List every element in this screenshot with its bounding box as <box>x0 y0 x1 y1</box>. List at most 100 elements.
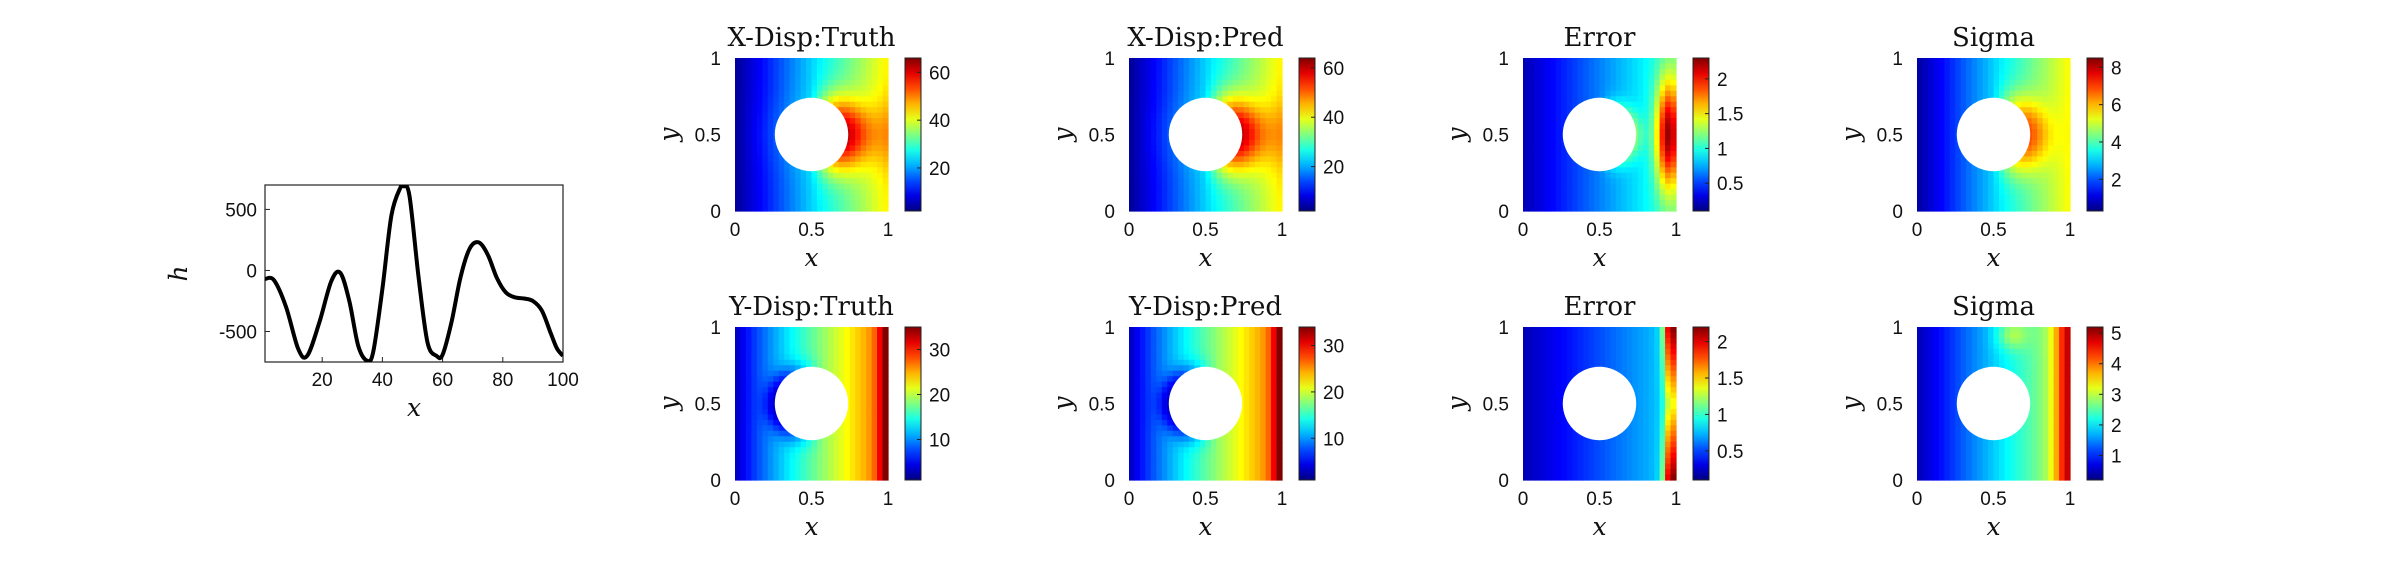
heatmap-cell <box>762 452 769 459</box>
heatmap-cell <box>1561 189 1568 196</box>
heatmap-cell <box>866 85 873 92</box>
heatmap-cell <box>1156 327 1163 334</box>
heatmap-cell <box>1150 134 1157 141</box>
heatmap-cell <box>1604 183 1612 190</box>
heatmap-cell <box>1982 68 1989 75</box>
heatmap-cell <box>1665 58 1672 65</box>
heatmap-cell <box>1550 205 1557 212</box>
heatmap-cell <box>1232 441 1239 448</box>
heatmap-cell <box>1134 172 1141 179</box>
heatmap-cell <box>773 112 780 119</box>
heatmap-cell <box>1271 436 1278 443</box>
x-axis-label: x <box>804 512 818 541</box>
heatmap-cell <box>1566 183 1573 190</box>
heatmap-cell <box>740 68 747 75</box>
heatmap-cell <box>2064 156 2071 163</box>
heatmap-cell <box>806 359 813 366</box>
heatmap-cell <box>762 381 769 388</box>
heatmap-cell <box>1993 74 2000 81</box>
heatmap-cell <box>1955 58 1962 65</box>
heatmap-cell <box>838 167 845 174</box>
heatmap-cell <box>1643 68 1650 75</box>
heatmap-cell <box>1156 474 1163 481</box>
heatmap-cell <box>789 469 796 476</box>
heatmap-cell <box>1615 200 1622 207</box>
heatmap-cell <box>1659 101 1666 108</box>
heatmap-cell <box>1533 398 1540 405</box>
heatmap-cell <box>816 90 824 97</box>
heatmap-cell <box>866 469 873 476</box>
heatmap-cell <box>1172 194 1179 201</box>
heatmap-cell <box>822 463 829 470</box>
heatmap-cell <box>849 463 856 470</box>
heatmap-cell <box>2064 90 2071 97</box>
heatmap-cell <box>1594 183 1601 190</box>
heatmap-cell <box>740 150 747 157</box>
heatmap-cell <box>1134 447 1141 454</box>
heatmap-cell <box>1533 376 1540 383</box>
heatmap-cell <box>1643 79 1650 86</box>
heatmap-cell <box>1150 118 1157 125</box>
heatmap-cell <box>1243 441 1250 448</box>
heatmap-cell <box>855 376 862 383</box>
heatmap-cell <box>1243 452 1250 459</box>
heatmap-cell <box>1626 107 1633 114</box>
heatmap-cell <box>1966 189 1973 196</box>
heatmap-cell <box>882 101 889 108</box>
heatmap-cell <box>767 172 774 179</box>
heatmap-cell <box>751 123 758 130</box>
heatmap-cell <box>1139 463 1146 470</box>
heatmap-cell <box>1172 359 1179 366</box>
heatmap-cell <box>1265 118 1272 125</box>
heatmap-cell <box>1249 414 1256 421</box>
heatmap-cell <box>1993 194 2000 201</box>
heatmap-cell <box>1528 150 1535 157</box>
heatmap-cell <box>778 343 785 350</box>
heatmap-cell <box>1200 337 1207 344</box>
heatmap-cell <box>1172 107 1179 114</box>
heatmap-cell <box>1238 96 1245 103</box>
heatmap-cell <box>882 348 889 355</box>
heatmap-cell <box>735 452 742 459</box>
heatmap-cell <box>1938 129 1945 136</box>
heatmap-cell <box>871 58 878 65</box>
heatmap-cell <box>838 189 845 196</box>
heatmap-cell <box>844 107 851 114</box>
heatmap-cell <box>767 58 774 65</box>
heatmap-cell <box>833 200 840 207</box>
heatmap-cell <box>1637 68 1644 75</box>
heatmap-cell <box>740 354 747 361</box>
heatmap-cell <box>1145 58 1152 65</box>
heatmap-cell <box>1238 172 1245 179</box>
heatmap-cell <box>795 96 802 103</box>
heatmap-cell <box>1134 96 1141 103</box>
heatmap-cell <box>2053 74 2060 81</box>
heatmap-cell <box>1194 469 1201 476</box>
heatmap-cell <box>2020 58 2027 65</box>
heatmap-cell <box>1200 172 1207 179</box>
heatmap-cell <box>2053 118 2060 125</box>
heatmap-cell <box>1150 419 1157 426</box>
heatmap-cell <box>762 129 769 136</box>
heatmap-cell <box>762 167 769 174</box>
heatmap-cell <box>833 474 840 481</box>
heatmap-cell <box>1643 205 1650 212</box>
heatmap-cell <box>1161 129 1168 136</box>
heatmap-cell <box>1917 139 1924 147</box>
heatmap-cell <box>1544 194 1551 201</box>
heatmap-cell <box>860 403 867 410</box>
heatmap-cell <box>1949 134 1956 141</box>
heatmap-cell <box>762 172 769 179</box>
heatmap-cell <box>740 408 747 416</box>
heatmap-cell <box>1561 112 1568 119</box>
heatmap-cell <box>1922 161 1929 168</box>
heatmap-cell <box>778 101 785 108</box>
heatmap-cell <box>1265 85 1272 92</box>
heatmap-cell <box>2064 139 2071 147</box>
heatmap-cell <box>1933 156 1940 163</box>
heatmap-cell <box>773 376 780 383</box>
heatmap-cell <box>806 327 813 334</box>
heatmap-cell <box>877 58 884 65</box>
heatmap-cell <box>877 90 884 97</box>
